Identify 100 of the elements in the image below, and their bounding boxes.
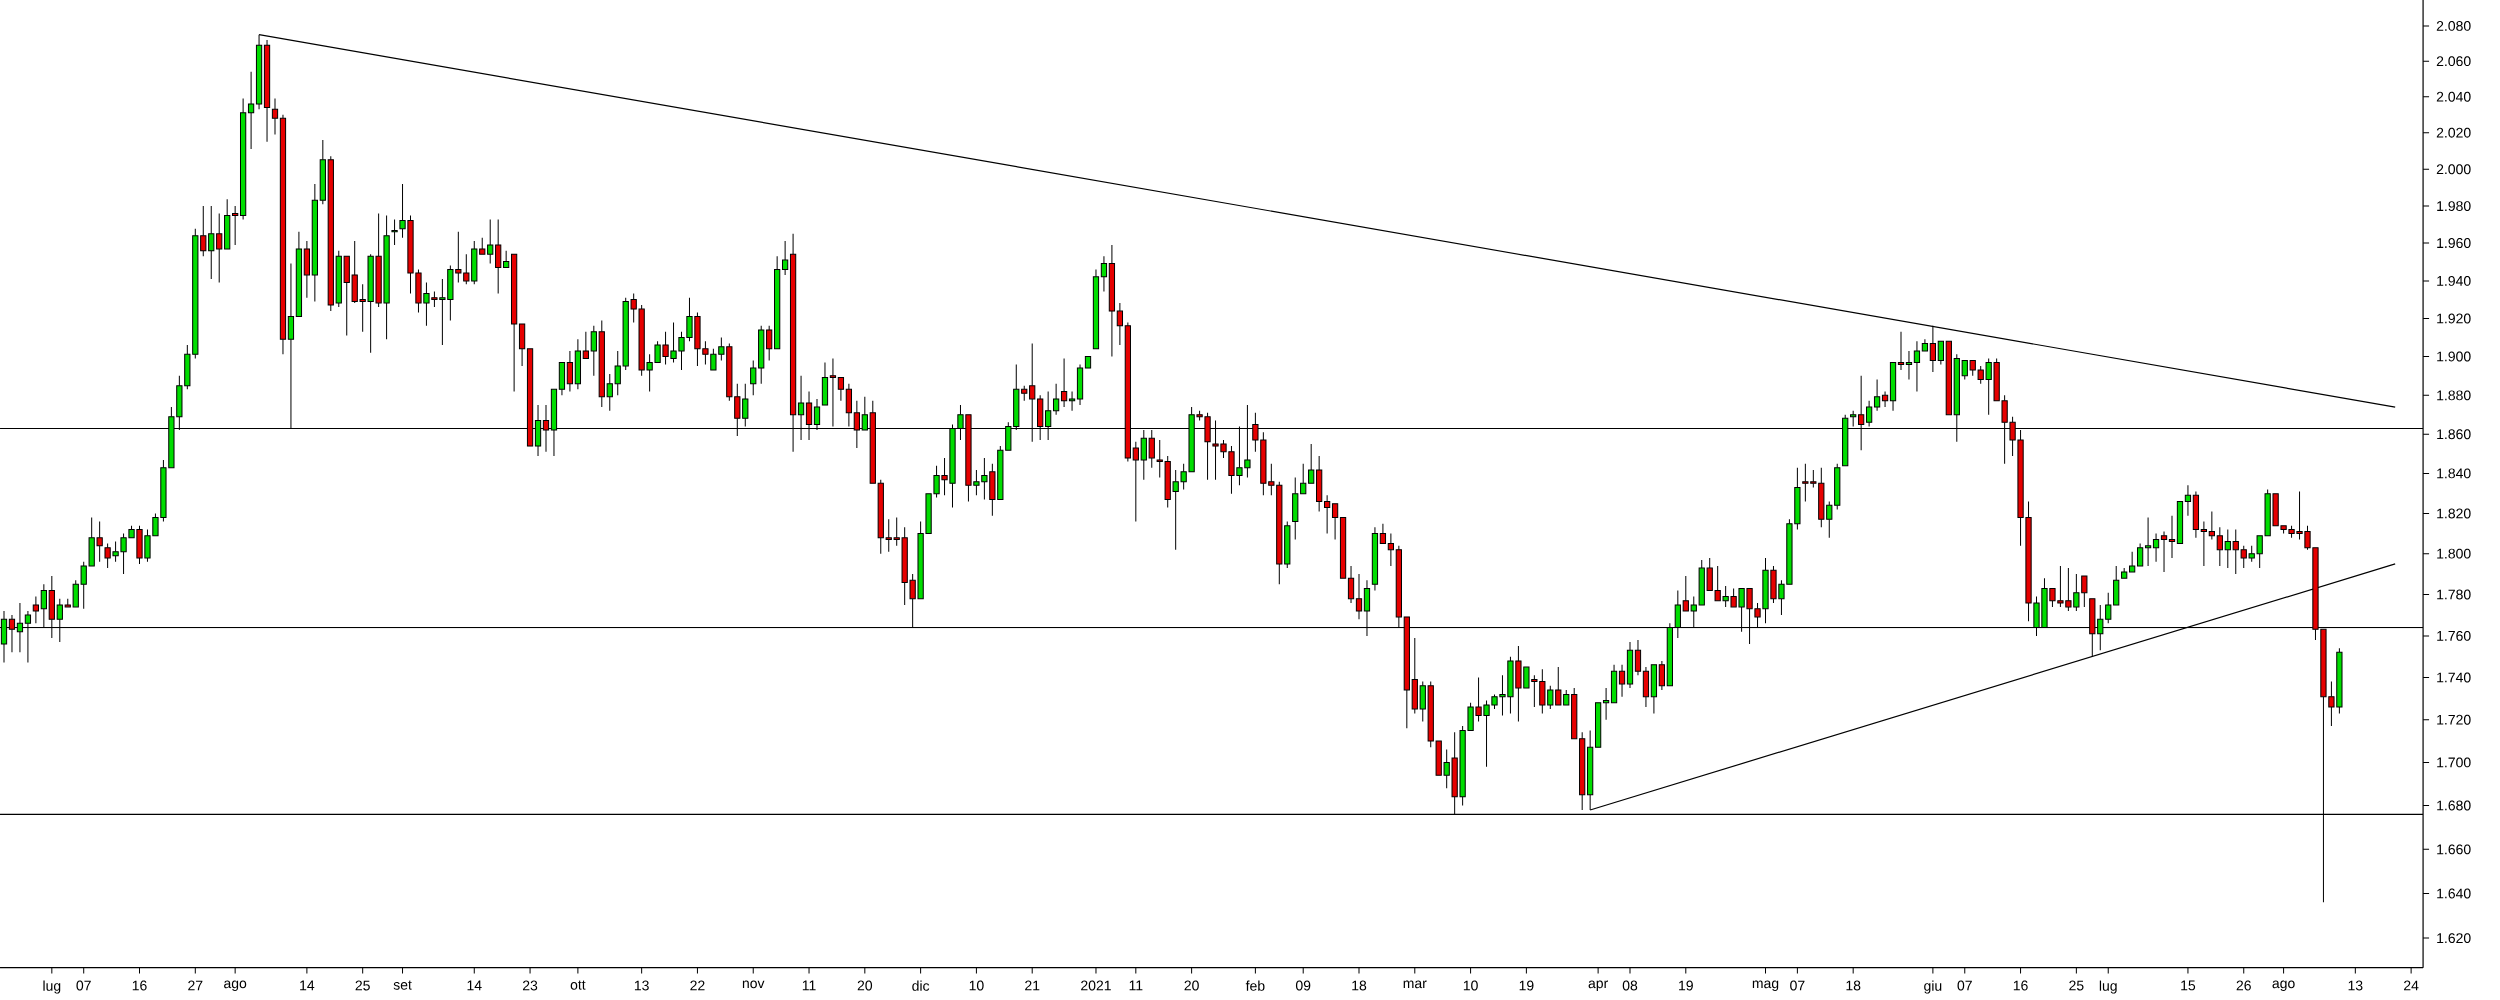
x-tick-label: 2021 (1081, 980, 1111, 991)
x-tick-label: ago (2272, 980, 2295, 991)
candlestick (1602, 687, 1610, 721)
x-tick-label: 26 (2236, 980, 2251, 991)
candlestick (1323, 494, 1331, 535)
y-tick-label: 2.020 (2436, 127, 2471, 138)
candlestick (1905, 350, 1913, 381)
candlestick (295, 231, 303, 317)
candlestick (279, 114, 287, 355)
y-tick-label: 1.900 (2437, 351, 2471, 362)
candlestick (503, 250, 510, 268)
x-tick-label: lug (43, 980, 61, 994)
candlestick (1929, 325, 1937, 373)
x-tick-label: 20 (857, 980, 873, 991)
candlestick (774, 255, 781, 350)
x-tick-label: set (393, 980, 412, 990)
candlestick (2136, 543, 2144, 567)
candlestick (271, 98, 279, 136)
candlestick (1387, 533, 1395, 567)
x-tick-label: nov (742, 980, 765, 989)
candlestick (391, 218, 398, 246)
y-tick-label: 1.740 (2437, 672, 2471, 683)
x-tick-label: 15 (2181, 980, 2196, 991)
candlestick (239, 98, 247, 220)
candlestick (2200, 520, 2208, 567)
candlestick (1579, 731, 1586, 811)
x-tick-label: mag (1752, 980, 1779, 991)
candlestick (837, 377, 845, 402)
candlestick (1881, 390, 1889, 408)
y-tick-label: 2.040 (2436, 91, 2471, 102)
candlestick (2129, 551, 2136, 573)
candlestick (495, 218, 502, 295)
x-tick-label: 21 (1025, 980, 1040, 991)
x-tick-label: 14 (467, 980, 482, 991)
y-tick-label: 1.940 (2437, 275, 2471, 286)
x-tick-label: 09 (1295, 980, 1311, 991)
candlestick (2216, 526, 2223, 567)
candlestick (574, 338, 582, 390)
candlestick (1339, 516, 1347, 579)
y-tick-label: 1.820 (2437, 508, 2471, 519)
candlestick (2152, 533, 2160, 563)
candlestick (1889, 362, 1897, 412)
x-tick-label: 10 (969, 980, 984, 991)
candlestick (2168, 515, 2176, 559)
y-tick-label: 1.980 (2437, 201, 2471, 212)
candlestick (845, 383, 853, 427)
y-tick-label: 1.620 (2437, 933, 2471, 944)
y-tick-label: 1.760 (2437, 630, 2471, 641)
x-tick-label: giu (1924, 980, 1942, 994)
y-tick-label: 1.840 (2437, 468, 2471, 479)
y-tick-label: 1.640 (2437, 888, 2471, 899)
x-tick-label: 27 (188, 980, 203, 991)
candlestick (1913, 340, 1921, 392)
candlestick (1371, 526, 1379, 591)
y-tick-label: 2.000 (2436, 164, 2471, 175)
y-tick-label: 1.780 (2437, 589, 2471, 600)
candlestick (821, 362, 829, 406)
candlestick (1092, 269, 1100, 350)
candlestick (1108, 244, 1116, 357)
x-tick-label: lug (2099, 980, 2117, 994)
candlestick (1068, 390, 1076, 412)
x-tick-label: 07 (1790, 980, 1805, 991)
candlestick (1873, 379, 1881, 412)
candlestick (2192, 491, 2200, 539)
candlestick (510, 253, 518, 392)
x-tick-label: 25 (2069, 980, 2084, 991)
candlestick (1084, 355, 1092, 369)
candlestick (32, 596, 40, 624)
candlestick (1076, 364, 1084, 406)
x-tick-label: 16 (132, 980, 147, 991)
x-tick-label: 22 (690, 980, 705, 991)
y-tick-label: 1.860 (2437, 429, 2471, 440)
candlestick (1308, 443, 1315, 484)
y-tick-label: 1.660 (2437, 844, 2471, 855)
candlestick (2176, 501, 2184, 545)
y-tick-label: 1.960 (2437, 238, 2471, 248)
candlestick (1626, 641, 1634, 689)
candlestick (303, 240, 311, 299)
x-tick-label: 16 (2013, 980, 2028, 991)
candlestick (1100, 255, 1108, 293)
candlestick (1865, 400, 1873, 427)
candlestick (1642, 666, 1650, 708)
y-tick-label: 2.080 (2436, 20, 2471, 31)
x-tick-label: 07 (1957, 980, 1972, 991)
y-tick-label: 1.720 (2437, 714, 2471, 725)
x-tick-label: 23 (522, 980, 538, 991)
x-tick-label: 18 (1352, 980, 1367, 991)
x-tick-label: mar (1403, 980, 1427, 989)
candlestick (1594, 702, 1602, 748)
candlestick (1937, 340, 1944, 366)
x-tick-label: feb (1245, 980, 1265, 991)
x-tick-label: ott (570, 980, 586, 990)
x-tick-label: 20 (1184, 980, 1199, 991)
candlestick (1658, 660, 1666, 691)
candlestick (1379, 523, 1387, 545)
candlestick (781, 240, 789, 276)
x-tick-label: 24 (2404, 980, 2419, 991)
y-tick-label: 1.880 (2437, 390, 2471, 401)
x-tick-label: apr (1588, 980, 1608, 991)
candlestick (232, 205, 239, 246)
